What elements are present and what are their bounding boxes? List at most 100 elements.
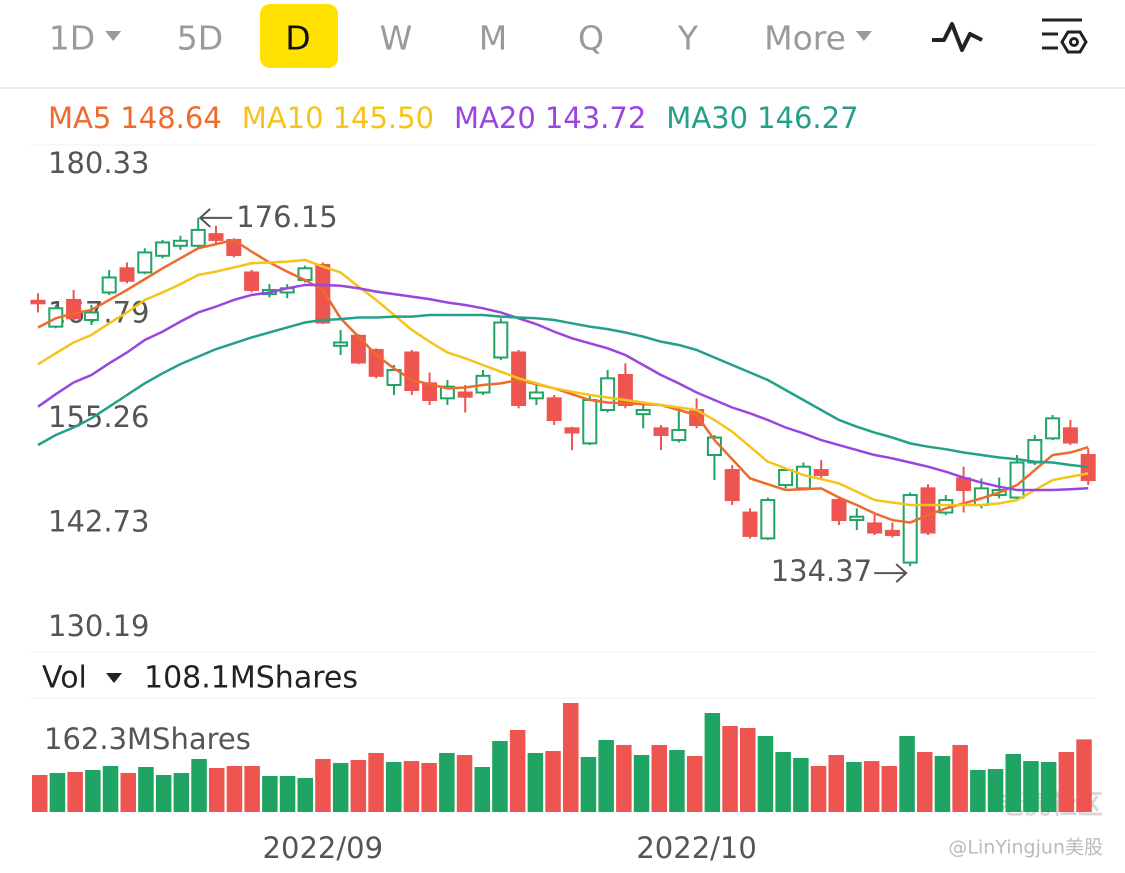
high-label: 176.15 bbox=[236, 200, 337, 234]
ma-legend-value: 145.50 bbox=[333, 101, 434, 135]
timeframe-tab[interactable]: M bbox=[479, 19, 507, 58]
volume-tick-label: 162.3MShares bbox=[44, 722, 251, 756]
volume-bar bbox=[509, 729, 526, 812]
candle-body bbox=[902, 494, 918, 564]
volume-bar bbox=[85, 770, 101, 812]
volume-bar bbox=[863, 761, 880, 812]
dropdown-arrow bbox=[105, 31, 122, 41]
ma-legend-name: MA10 bbox=[242, 101, 324, 135]
volume-title[interactable]: Vol bbox=[42, 661, 87, 696]
candle-body bbox=[920, 487, 936, 534]
candle-body bbox=[119, 267, 135, 282]
ma-legend-name: MA20 bbox=[454, 101, 536, 135]
volume-bar bbox=[315, 759, 331, 812]
volume-bar bbox=[244, 765, 260, 812]
volume-bar bbox=[651, 744, 667, 812]
volume-bar bbox=[686, 755, 703, 812]
candle-body bbox=[884, 529, 900, 537]
candle-body bbox=[244, 271, 260, 291]
volume-bar bbox=[138, 767, 154, 812]
candle-body bbox=[795, 465, 811, 490]
volume-bar bbox=[899, 735, 915, 812]
timeframe-tab[interactable]: D bbox=[285, 19, 310, 58]
timeframe-tab[interactable]: 5D bbox=[177, 19, 223, 58]
candle-body bbox=[546, 397, 562, 422]
watermark-author: @LinYingjun美股 bbox=[948, 837, 1103, 859]
volume-bar bbox=[1076, 739, 1092, 812]
candle-body bbox=[172, 239, 188, 247]
candle-body bbox=[813, 469, 829, 477]
volume-bar bbox=[1058, 752, 1075, 812]
volume-bar bbox=[226, 765, 243, 812]
settings-icon[interactable] bbox=[1042, 18, 1088, 54]
ma-line bbox=[37, 238, 1089, 524]
volume-bar bbox=[633, 754, 650, 812]
volume-bar bbox=[279, 776, 296, 812]
volume-bar bbox=[775, 752, 791, 812]
volume-bar bbox=[810, 765, 827, 812]
candle-body bbox=[386, 368, 402, 386]
candle-body bbox=[30, 299, 46, 305]
volume-bar bbox=[191, 759, 207, 812]
candle-body bbox=[101, 276, 117, 294]
y-tick-label: 130.19 bbox=[48, 609, 149, 643]
candle-body bbox=[724, 469, 740, 502]
volume-bar bbox=[297, 778, 313, 812]
candle-body bbox=[671, 429, 687, 442]
y-tick-label: 155.26 bbox=[48, 400, 149, 434]
candle-body bbox=[457, 391, 473, 398]
ma-legend-value: 148.64 bbox=[120, 101, 221, 135]
candle-body bbox=[1027, 439, 1043, 464]
timeframe-tab[interactable]: Y bbox=[677, 19, 699, 58]
candle-body bbox=[439, 385, 455, 400]
candle-body bbox=[404, 351, 420, 391]
x-tick-label: 2022/10 bbox=[636, 831, 756, 865]
volume-bar bbox=[970, 770, 986, 812]
x-tick-label: 2022/09 bbox=[263, 831, 383, 865]
indicator-icon[interactable] bbox=[932, 22, 983, 52]
candle-body bbox=[1062, 427, 1078, 444]
volume-bar bbox=[740, 727, 756, 812]
candle-body bbox=[742, 511, 758, 537]
candle-body bbox=[493, 321, 509, 359]
volume-value: 108.1MShares bbox=[144, 661, 358, 696]
icon-dot bbox=[1069, 37, 1079, 47]
volume-bar bbox=[881, 765, 898, 812]
volume-bar bbox=[1040, 761, 1057, 812]
volume-bar bbox=[173, 772, 190, 812]
candle-body bbox=[600, 377, 616, 412]
candle-body bbox=[137, 251, 153, 274]
volume-bar bbox=[386, 761, 402, 812]
indicator-icon-path bbox=[932, 22, 983, 52]
volume-bar bbox=[527, 752, 544, 812]
high-arrow bbox=[198, 208, 233, 228]
volume-dropdown-arrow bbox=[106, 673, 122, 683]
volume-bar bbox=[421, 762, 437, 812]
candle-body bbox=[155, 241, 171, 257]
candle-body bbox=[778, 469, 794, 487]
volume-bar bbox=[332, 762, 349, 812]
icon-hex bbox=[1060, 30, 1088, 54]
ma-legend-value: 146.27 bbox=[757, 101, 858, 135]
y-tick-label: 180.33 bbox=[48, 146, 149, 180]
y-tick-label: 142.73 bbox=[48, 504, 149, 538]
dropdown-arrow bbox=[855, 31, 872, 41]
candle-body bbox=[635, 409, 651, 416]
timeframe-tab[interactable]: Q bbox=[578, 19, 604, 58]
timeframe-tab[interactable]: More bbox=[764, 19, 846, 58]
volume-bar bbox=[952, 744, 968, 812]
volume-bar bbox=[49, 772, 66, 812]
volume-bar bbox=[403, 761, 420, 812]
timeframe-tab[interactable]: W bbox=[380, 19, 413, 58]
candle-body bbox=[831, 499, 847, 522]
low-label: 134.37 bbox=[771, 554, 872, 588]
candle-body bbox=[564, 427, 580, 434]
candle-body bbox=[582, 399, 598, 445]
candle-body bbox=[1045, 417, 1061, 440]
candle-body bbox=[653, 427, 669, 437]
timeframe-tab[interactable]: 1D bbox=[49, 19, 95, 58]
volume-bar bbox=[616, 744, 632, 812]
volume-bar bbox=[456, 754, 473, 812]
ma-line bbox=[37, 283, 1089, 492]
